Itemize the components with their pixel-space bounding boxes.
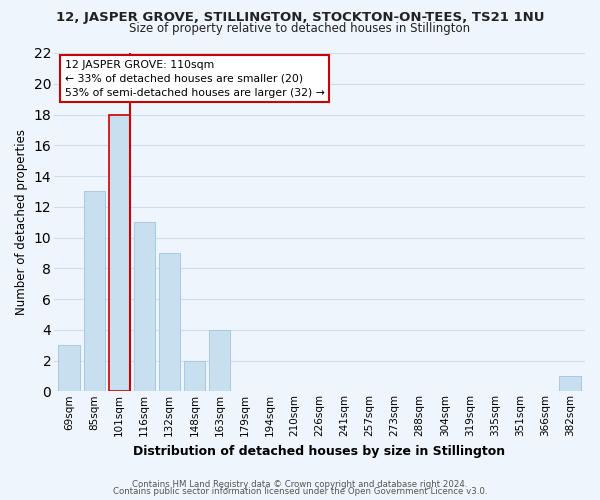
Text: Contains HM Land Registry data © Crown copyright and database right 2024.: Contains HM Land Registry data © Crown c… — [132, 480, 468, 489]
Bar — [209, 330, 230, 392]
Text: 12, JASPER GROVE, STILLINGTON, STOCKTON-ON-TEES, TS21 1NU: 12, JASPER GROVE, STILLINGTON, STOCKTON-… — [56, 11, 544, 24]
Bar — [559, 376, 581, 392]
Bar — [58, 345, 80, 392]
Text: Contains public sector information licensed under the Open Government Licence v3: Contains public sector information licen… — [113, 487, 487, 496]
Bar — [83, 192, 105, 392]
Y-axis label: Number of detached properties: Number of detached properties — [15, 129, 28, 315]
X-axis label: Distribution of detached houses by size in Stillington: Distribution of detached houses by size … — [133, 444, 506, 458]
Bar — [158, 253, 180, 392]
Bar — [109, 114, 130, 392]
Text: Size of property relative to detached houses in Stillington: Size of property relative to detached ho… — [130, 22, 470, 35]
Text: 12 JASPER GROVE: 110sqm
← 33% of detached houses are smaller (20)
53% of semi-de: 12 JASPER GROVE: 110sqm ← 33% of detache… — [65, 60, 325, 98]
Bar — [134, 222, 155, 392]
Bar — [184, 360, 205, 392]
